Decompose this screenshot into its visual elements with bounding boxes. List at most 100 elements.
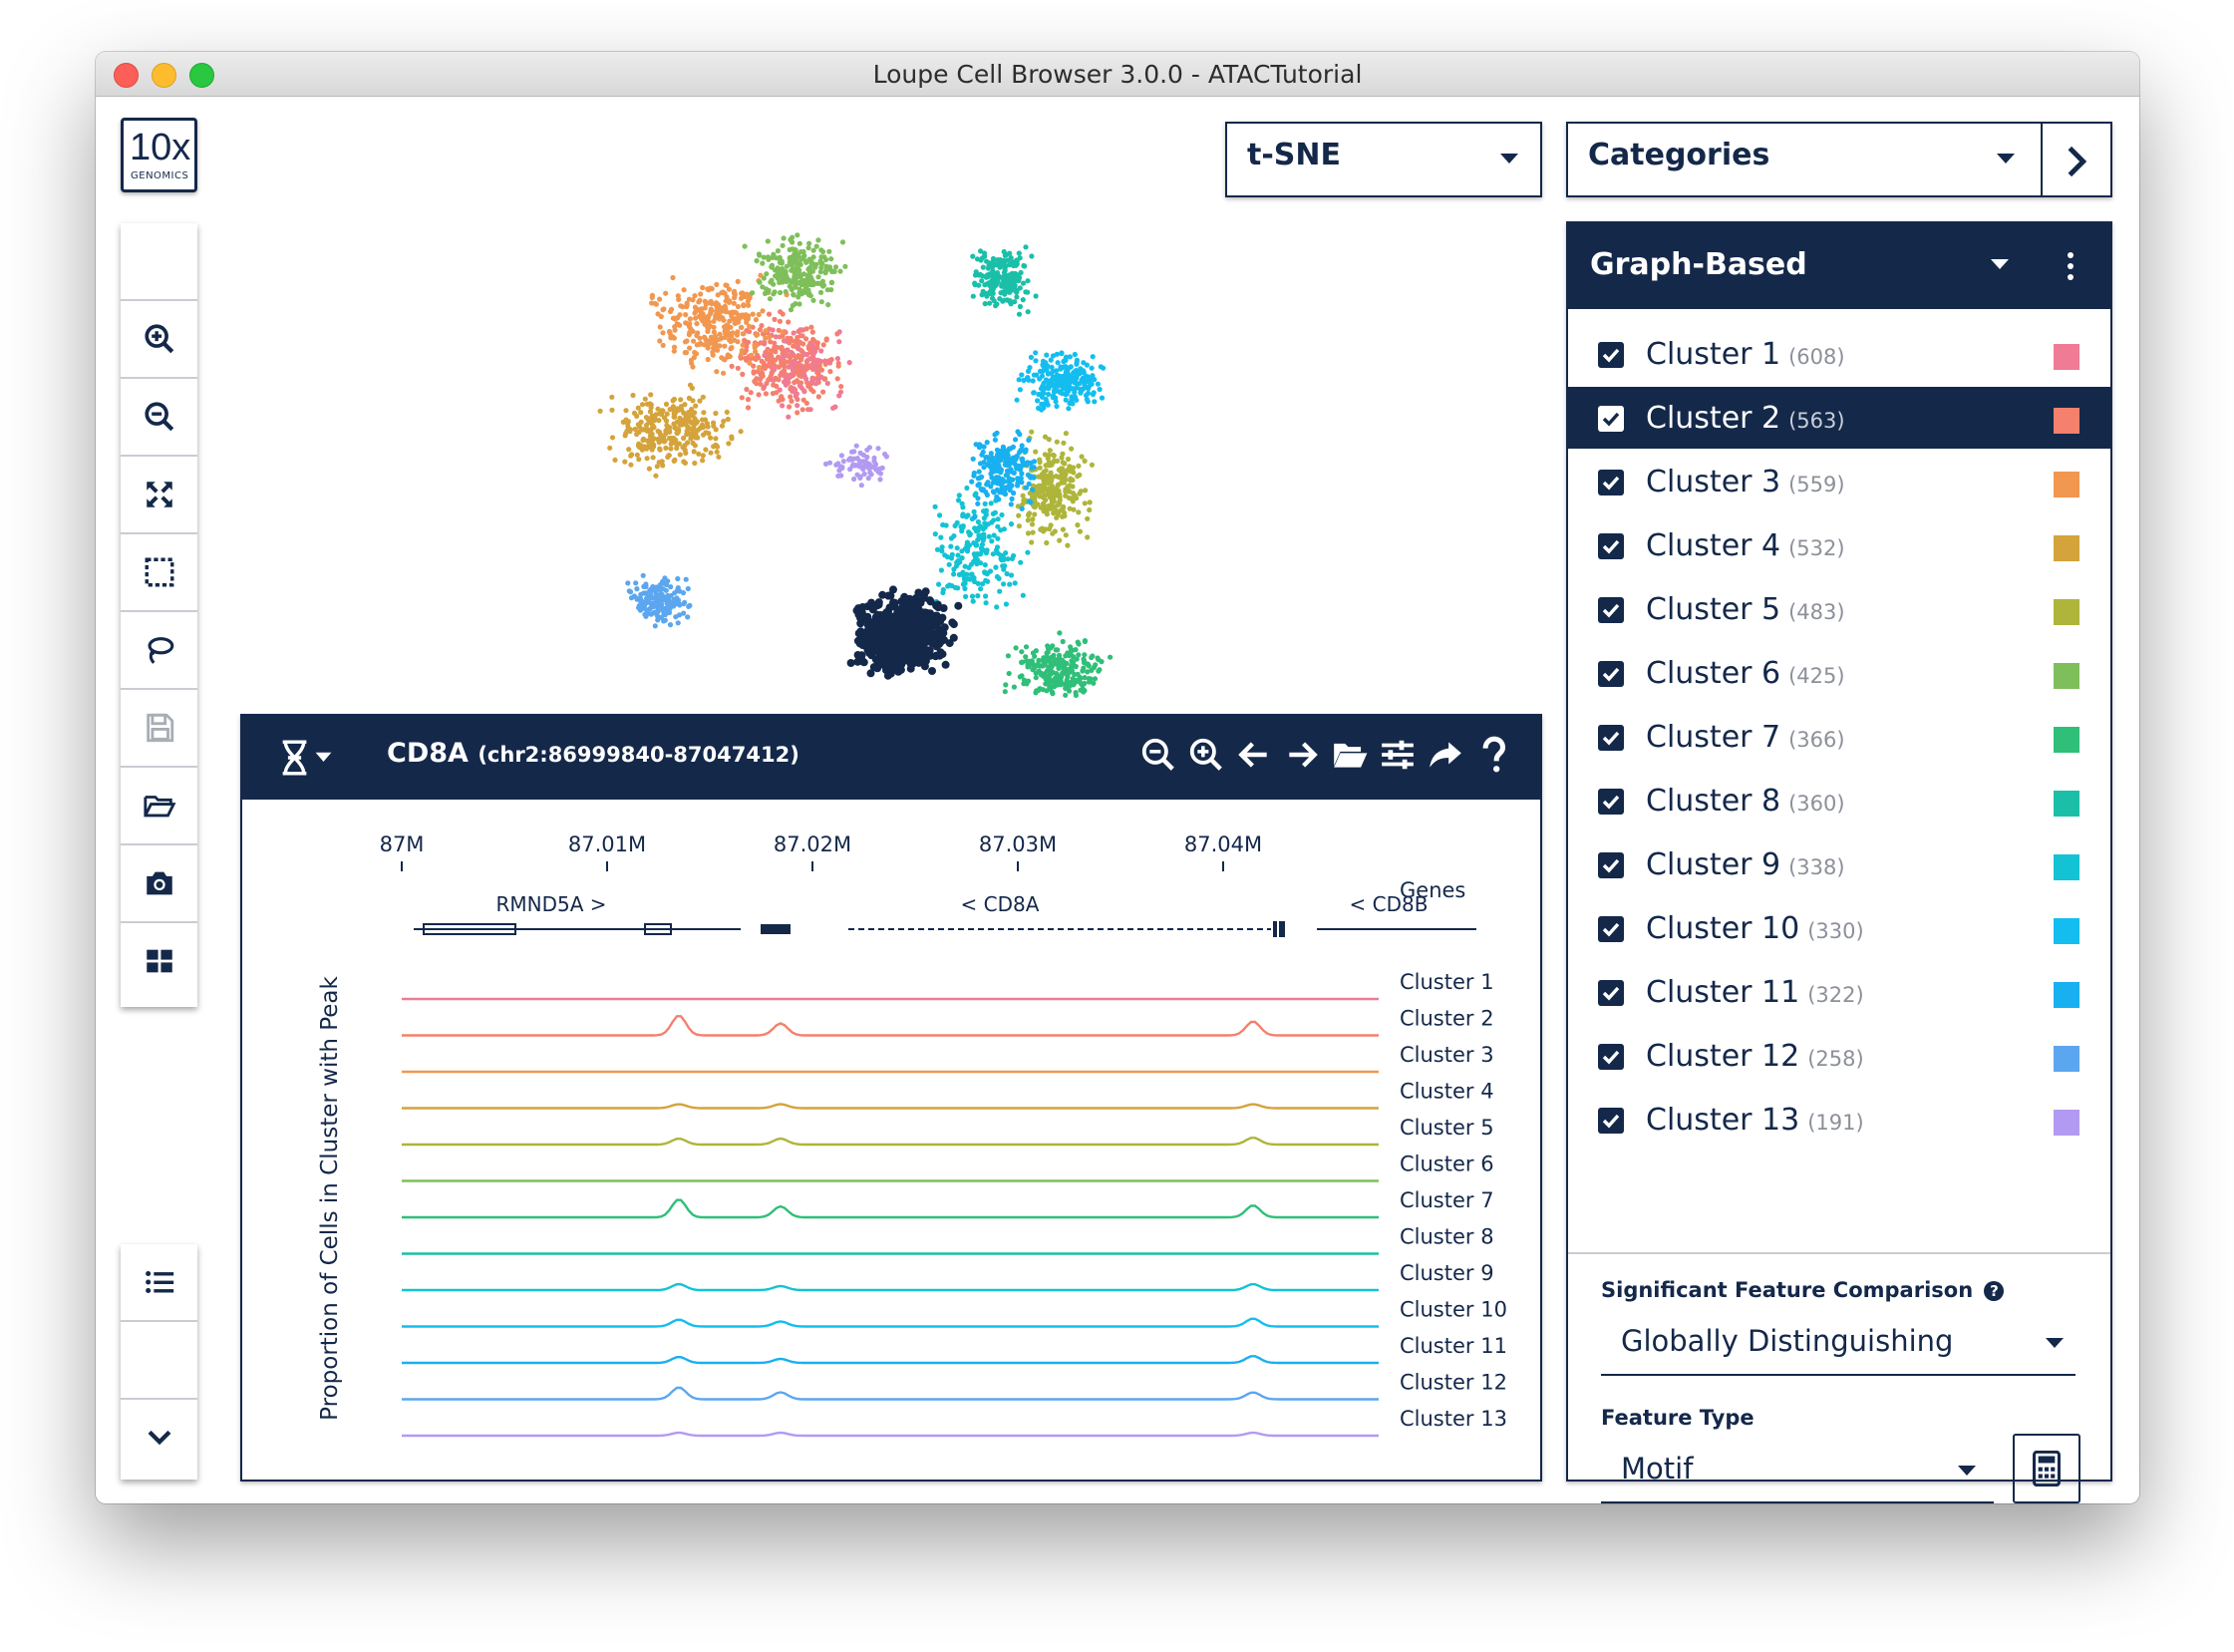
- arrow-right-icon[interactable]: [1283, 736, 1321, 774]
- cluster-checkbox[interactable]: [1598, 533, 1624, 559]
- checkmark-icon: [1602, 348, 1620, 363]
- sliders-icon[interactable]: [1379, 736, 1417, 774]
- cell-point: [612, 457, 618, 463]
- cluster-checkbox[interactable]: [1598, 406, 1624, 432]
- cluster-row[interactable]: Cluster 12 (258): [1568, 1025, 2110, 1087]
- cluster-color-swatch[interactable]: [2054, 599, 2079, 625]
- save-tool-button[interactable]: [121, 690, 197, 768]
- cluster-row[interactable]: Cluster 1 (608): [1568, 323, 2110, 385]
- layout-tool-button[interactable]: [121, 923, 197, 999]
- maximize-window-button[interactable]: [189, 63, 214, 88]
- cluster-row[interactable]: Cluster 10 (330): [1568, 897, 2110, 959]
- cell-point: [1076, 509, 1082, 515]
- cell-point: [636, 605, 642, 611]
- cluster-checkbox[interactable]: [1598, 597, 1624, 623]
- tsne-scatter-plot[interactable]: [534, 132, 1432, 730]
- cell-point: [1025, 278, 1031, 284]
- chevron-right-icon[interactable]: [2057, 142, 2096, 181]
- lasso-tool-button[interactable]: [121, 612, 197, 690]
- cluster-color-swatch[interactable]: [2054, 1046, 2079, 1072]
- cluster-label: Cluster 1 (608): [1646, 337, 1845, 372]
- dna-icon[interactable]: [280, 738, 338, 778]
- fit-view-tool-button[interactable]: [121, 457, 197, 534]
- camera-tool-button[interactable]: [121, 845, 197, 923]
- cluster-color-swatch[interactable]: [2054, 344, 2079, 370]
- zoom-out-tool-button[interactable]: [121, 379, 197, 457]
- cluster-checkbox[interactable]: [1598, 1108, 1624, 1134]
- cell-point: [959, 500, 965, 506]
- cell-point: [1000, 298, 1006, 304]
- cluster-row[interactable]: Cluster 4 (532): [1568, 514, 2110, 576]
- feature-comparison-select[interactable]: Globally Distinguishing: [1601, 1314, 2075, 1376]
- close-window-button[interactable]: [114, 63, 139, 88]
- zoom-in-tool-button[interactable]: [121, 301, 197, 379]
- cluster-row[interactable]: Cluster 3 (559): [1568, 451, 2110, 512]
- list-view-button[interactable]: [121, 1244, 197, 1322]
- cell-point: [1040, 687, 1046, 693]
- cell-point: [901, 617, 910, 626]
- open-folder-icon[interactable]: [1331, 736, 1369, 774]
- cell-point: [804, 357, 810, 363]
- cluster-row[interactable]: Cluster 2 (563): [1568, 387, 2110, 449]
- cluster-row[interactable]: Cluster 8 (360): [1568, 770, 2110, 831]
- cluster-color-swatch[interactable]: [2054, 535, 2079, 561]
- cell-point: [1014, 257, 1020, 263]
- cell-point: [1034, 688, 1040, 694]
- cluster-row[interactable]: Cluster 6 (425): [1568, 642, 2110, 704]
- box-select-tool-button[interactable]: [121, 534, 197, 612]
- help-icon[interactable]: [1474, 736, 1512, 774]
- cluster-color-swatch[interactable]: [2054, 1110, 2079, 1136]
- cell-point: [1030, 516, 1036, 522]
- cluster-color-swatch[interactable]: [2054, 854, 2079, 880]
- cluster-row[interactable]: Cluster 9 (338): [1568, 833, 2110, 895]
- cluster-checkbox[interactable]: [1598, 980, 1624, 1006]
- share-icon[interactable]: [1427, 736, 1464, 774]
- cell-point: [980, 533, 986, 539]
- cell-point: [1060, 451, 1066, 457]
- cluster-color-swatch[interactable]: [2054, 408, 2079, 434]
- chevron-down-icon[interactable]: [1991, 259, 2009, 269]
- cell-point: [697, 297, 703, 303]
- cluster-checkbox[interactable]: [1598, 725, 1624, 751]
- projection-select[interactable]: t-SNE: [1225, 122, 1542, 197]
- chart-view-button[interactable]: [121, 1322, 197, 1400]
- cluster-checkbox[interactable]: [1598, 916, 1624, 942]
- more-options-icon[interactable]: [2059, 249, 2082, 283]
- open-folder-tool-button[interactable]: [121, 768, 197, 845]
- cluster-color-swatch[interactable]: [2054, 663, 2079, 689]
- cell-point: [1015, 503, 1021, 509]
- cluster-color-swatch[interactable]: [2054, 918, 2079, 944]
- cluster-color-swatch[interactable]: [2054, 727, 2079, 753]
- cluster-checkbox[interactable]: [1598, 661, 1624, 687]
- cell-point: [815, 376, 821, 382]
- zoom-in-icon[interactable]: [1187, 736, 1225, 774]
- cluster-checkbox[interactable]: [1598, 852, 1624, 878]
- arrow-left-icon[interactable]: [1235, 736, 1273, 774]
- cluster-row[interactable]: Cluster 11 (322): [1568, 961, 2110, 1023]
- cluster-checkbox[interactable]: [1598, 1044, 1624, 1070]
- cell-point: [779, 362, 785, 368]
- category-select[interactable]: Categories: [1566, 122, 2112, 197]
- cell-point: [985, 521, 991, 527]
- cell-point: [1070, 401, 1076, 407]
- cluster-checkbox[interactable]: [1598, 470, 1624, 496]
- cluster-row[interactable]: Cluster 5 (483): [1568, 578, 2110, 640]
- cluster-checkbox[interactable]: [1598, 342, 1624, 368]
- minimize-window-button[interactable]: [152, 63, 176, 88]
- collapse-button[interactable]: [121, 1400, 197, 1476]
- help-icon[interactable]: ?: [1984, 1281, 2005, 1301]
- cell-point: [1031, 390, 1037, 396]
- cluster-row[interactable]: Cluster 7 (366): [1568, 706, 2110, 768]
- cell-point: [1091, 390, 1097, 396]
- calculate-button[interactable]: [2013, 1434, 2080, 1503]
- cluster-color-swatch[interactable]: [2054, 791, 2079, 817]
- zoom-out-icon[interactable]: [1139, 736, 1177, 774]
- cluster-color-swatch[interactable]: [2054, 472, 2079, 497]
- cluster-row[interactable]: Cluster 13 (191): [1568, 1089, 2110, 1151]
- feature-type-select[interactable]: Motif: [1601, 1440, 1994, 1503]
- cluster-color-swatch[interactable]: [2054, 982, 2079, 1008]
- pointer-tool-button[interactable]: [121, 223, 197, 301]
- cluster-checkbox[interactable]: [1598, 789, 1624, 815]
- cell-point: [745, 397, 752, 403]
